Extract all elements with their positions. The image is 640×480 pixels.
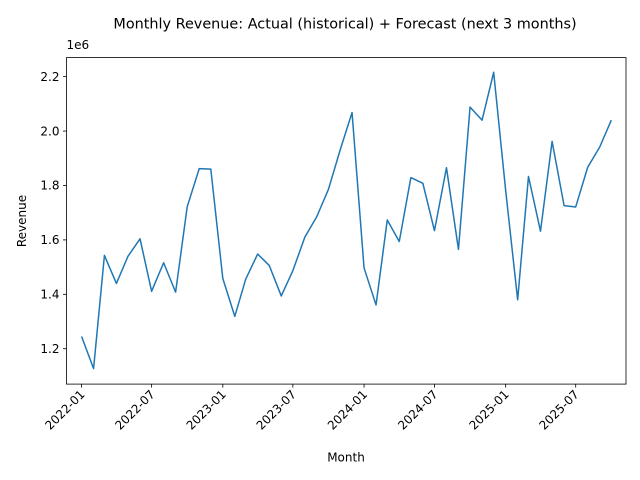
x-axis-label: Month [327, 451, 365, 465]
plot-area [80, 71, 612, 370]
y-tick-label: 1.8 [40, 179, 59, 193]
x-tick-label: 2023-07 [254, 387, 299, 432]
x-tick-label: 2024-01 [325, 387, 370, 432]
y-tick-label: 1.6 [40, 233, 59, 247]
y-tick-label: 2.2 [40, 70, 59, 84]
y-scale-label: 1e6 [67, 38, 90, 52]
plot-frame [66, 57, 627, 385]
x-axis: 2022-01 2022-07 2023-01 2023-07 2024-01 2024-… [42, 384, 582, 433]
x-tick-label: 2025-01 [466, 387, 511, 432]
x-tick-label: 2024-07 [395, 387, 440, 432]
y-tick-label: 1.4 [40, 288, 59, 302]
x-tick-label: 2022-01 [42, 387, 87, 432]
y-tick-label: 2.0 [40, 124, 59, 138]
chart-title: Monthly Revenue: Actual (historical) + F… [113, 17, 576, 33]
series-line-0 [80, 71, 612, 370]
y-tick-label: 1.2 [40, 342, 59, 356]
x-tick-label: 2022-07 [112, 387, 157, 432]
x-tick-label: 2025-07 [536, 387, 581, 432]
x-tick-label: 2023-01 [184, 387, 229, 432]
y-axis: 1.2 1.4 1.6 1.8 2.0 2.2 [40, 70, 67, 356]
y-axis-label: Revenue [15, 195, 29, 247]
